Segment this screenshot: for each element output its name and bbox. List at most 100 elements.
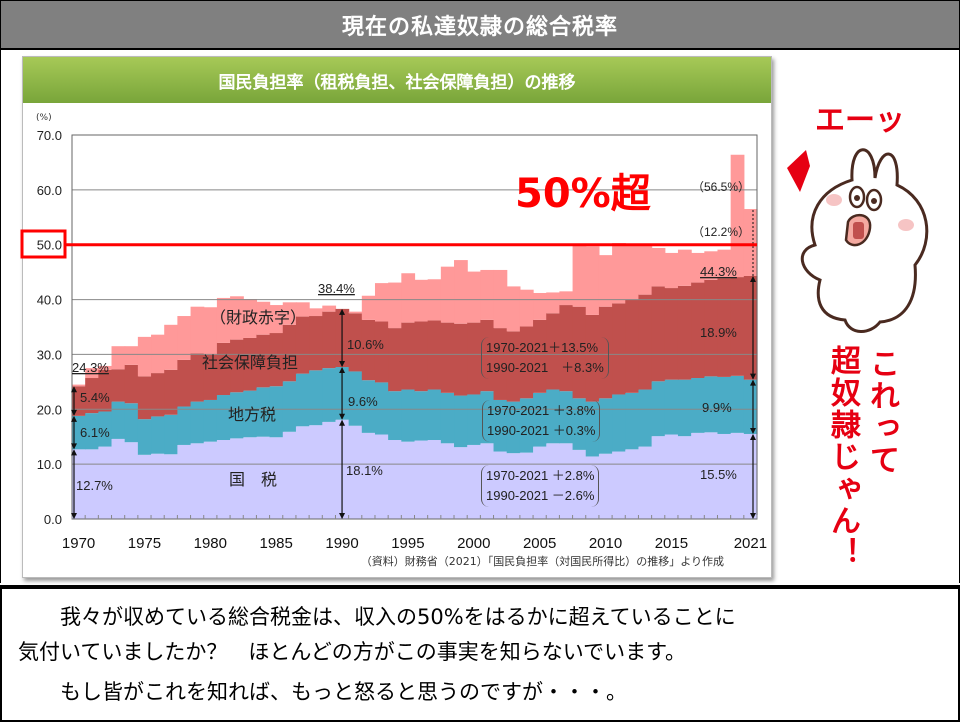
arrow-head	[71, 449, 77, 456]
fiscal-deficit-bar-1983	[243, 299, 258, 338]
social-security-bar-1992	[361, 319, 376, 381]
y-tick-label: 30.0	[37, 347, 62, 362]
arrow-head	[71, 513, 77, 519]
national-tax-bar-1986	[282, 431, 297, 519]
national-tax-bar-2005	[533, 446, 547, 519]
fiscal-deficit-bar-2001	[480, 269, 495, 320]
national-tax-bar-1991	[348, 425, 363, 519]
social-security-bar-1978	[177, 359, 192, 407]
national-tax-bar-1973	[111, 438, 126, 519]
annotation-2021-national: 15.5%	[700, 467, 737, 482]
arrow-head	[339, 419, 346, 426]
national-tax-bar-2004	[519, 452, 534, 519]
annotation-2021-total-with-deficit: （56.5%）	[692, 180, 750, 194]
arrow-head	[750, 379, 756, 386]
annotation-1990-ss: 10.6%	[347, 337, 384, 352]
arrow-head	[339, 361, 346, 368]
y-tick-label: 60.0	[37, 183, 62, 198]
body-text-line1: 我々が収めている総合税金は、収入の50%をはるかに超えていることに	[60, 605, 736, 629]
national-tax-bar-2010	[598, 453, 613, 519]
fiscal-deficit-bar-1980	[203, 307, 218, 355]
fiscal-deficit-bar-1978	[177, 316, 192, 360]
fiscal-deficit-bar-2018	[704, 251, 719, 280]
social-security-bar-1995	[401, 322, 416, 390]
local-tax-bar-1992	[361, 380, 376, 433]
slide-title: 現在の私達奴隷の総合税率	[341, 14, 618, 40]
local-tax-bar-2019	[717, 376, 732, 434]
social-security-bar-1991	[348, 313, 363, 372]
local-tax-bar-1979	[190, 401, 205, 444]
national-tax-bar-1999	[454, 447, 468, 519]
national-tax-bar-1997	[427, 440, 442, 519]
slide-title-bar: 現在の私達奴隷の総合税率	[0, 0, 960, 50]
social-security-bar-2018	[704, 279, 719, 377]
national-tax-bar-2017	[691, 432, 705, 519]
fiscal-deficit-bar-1984	[256, 301, 271, 335]
national-tax-bar-1992	[361, 432, 376, 519]
social-security-bar-2007	[559, 305, 574, 392]
social-security-bar-1980	[203, 354, 218, 400]
fiscal-deficit-bar-2011	[612, 243, 626, 304]
y-tick-label: 70.0	[37, 128, 62, 143]
y-tick-label: 50.0	[37, 238, 62, 253]
series-label-social-security: 社会保障負担	[202, 353, 298, 372]
social-security-bar-2002	[493, 328, 508, 400]
local-tax-bar-2017	[691, 378, 705, 433]
x-tick-label: 2005	[523, 535, 556, 552]
fiscal-deficit-bar-2002	[493, 269, 508, 329]
local-tax-bar-1982	[230, 392, 244, 439]
social-security-bar-2003	[506, 331, 521, 402]
x-tick-label: 1970	[62, 535, 95, 552]
fiscal-deficit-bar-2015	[664, 252, 679, 289]
local-tax-bar-1986	[282, 381, 297, 432]
highlight-50-box	[20, 229, 67, 259]
arrow-head	[71, 409, 77, 416]
local-tax-bar-2004	[519, 398, 534, 453]
local-tax-bar-1974	[124, 403, 139, 443]
fiscal-deficit-bar-1971	[85, 368, 99, 379]
social-security-bar-2006	[546, 313, 561, 390]
fiscal-deficit-bar-1988	[309, 308, 323, 317]
national-tax-bar-1989	[322, 421, 337, 519]
local-tax-bar-1972	[98, 411, 113, 447]
arrow-head	[339, 308, 346, 315]
national-tax-bar-1994	[388, 440, 402, 519]
local-tax-bar-2016	[677, 379, 692, 437]
local-tax-bar-1991	[348, 371, 363, 426]
local-tax-bar-2020	[730, 375, 745, 433]
fiscal-deficit-bar-2004	[519, 289, 534, 327]
national-tax-bar-2013	[638, 446, 653, 519]
local-tax-bar-1980	[203, 399, 218, 442]
social-security-bar-2020	[730, 277, 745, 376]
annotation-1990-local: 9.6%	[348, 394, 378, 409]
fiscal-deficit-bar-2008	[572, 245, 587, 307]
body-text-line2: 気付いていましたか？ ほとんどの方がこの事実を知らないでいます。	[18, 640, 687, 664]
y-tick-label: 0.0	[44, 512, 62, 527]
local-tax-bar-2013	[638, 389, 653, 447]
local-tax-bar-1998	[440, 392, 455, 444]
social-security-bar-1993	[374, 321, 389, 383]
social-security-bar-2016	[677, 285, 692, 380]
national-tax-bar-1985	[269, 437, 284, 519]
ss-change-note: 1970-2021＋13.5% 1990-2021 ＋8.3%	[481, 337, 609, 379]
local-tax-bar-2014	[651, 381, 666, 437]
fiscal-deficit-bar-2006	[546, 292, 561, 314]
social-security-bar-2014	[651, 286, 666, 382]
arrow-head	[750, 433, 756, 440]
arrow-head	[339, 513, 346, 519]
arrow-head	[71, 415, 77, 422]
annotation-1970-local: 6.1%	[80, 425, 110, 440]
local-tax-bar-2018	[704, 376, 719, 433]
national-tax-bar-1977	[164, 454, 178, 519]
fiscal-deficit-bar-2003	[506, 286, 521, 332]
fiscal-deficit-bar-2013	[638, 243, 653, 295]
local-tax-bar-1994	[388, 391, 402, 441]
social-security-bar-1987	[295, 316, 310, 374]
local-tax-bar-2005	[533, 392, 547, 447]
local-tax-bar-1993	[374, 382, 389, 435]
national-tax-bar-2012	[625, 449, 640, 519]
fiscal-deficit-bar-1999	[454, 260, 468, 324]
chart-panel-header: 国民負担率（租税負担、社会保障負担）の推移	[23, 57, 771, 103]
national-tax-bar-1975	[137, 454, 152, 519]
